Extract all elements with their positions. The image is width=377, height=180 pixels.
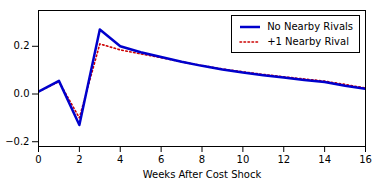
svg-text:16: 16 xyxy=(359,154,372,165)
svg-text:4: 4 xyxy=(117,154,123,165)
svg-text:Weeks After Cost Shock: Weeks After Cost Shock xyxy=(143,169,262,180)
svg-text:2: 2 xyxy=(76,154,82,165)
svg-text:12: 12 xyxy=(277,154,290,165)
svg-text:14: 14 xyxy=(318,154,331,165)
svg-text:10: 10 xyxy=(237,154,250,165)
html-text:+1 Nearby Rival: +1 Nearby Rival xyxy=(267,36,349,47)
svg-text:8: 8 xyxy=(199,154,205,165)
svg-text:0.0: 0.0 xyxy=(14,88,30,99)
svg-text:0.2: 0.2 xyxy=(14,40,30,51)
html-text:No Nearby Rivals: No Nearby Rivals xyxy=(267,21,353,32)
svg-text:6: 6 xyxy=(158,154,164,165)
svg-text:0: 0 xyxy=(35,154,41,165)
svg-text:−0.2: −0.2 xyxy=(5,136,29,147)
